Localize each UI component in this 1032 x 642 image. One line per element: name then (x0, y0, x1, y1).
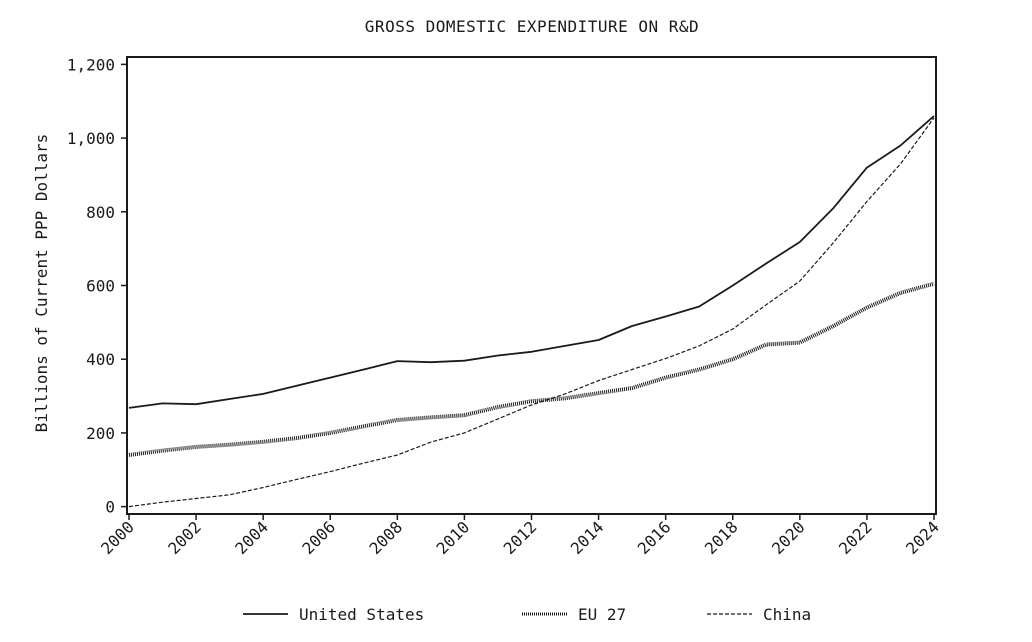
legend-label: EU 27 (578, 605, 626, 624)
y-axis-label: Billions of Current PPP Dollars (32, 134, 51, 433)
legend: United States EU 27 China (243, 605, 811, 624)
y-tick-label: 0 (105, 498, 115, 517)
x-tick-label: 2022 (835, 517, 876, 558)
x-tick-label: 2024 (902, 517, 943, 558)
x-tick-label: 2014 (567, 517, 608, 558)
y-tick-label: 800 (86, 203, 115, 222)
x-tick-label: 2016 (634, 517, 675, 558)
chart-title: GROSS DOMESTIC EXPENDITURE ON R&D (365, 17, 699, 36)
y-axis: 0 200 400 600 800 1,000 1,200 (67, 55, 127, 517)
x-tick-label: 2002 (164, 517, 205, 558)
legend-label: China (763, 605, 811, 624)
y-tick-label: 1,200 (67, 55, 115, 74)
legend-item: China (707, 605, 811, 624)
legend-item: United States (243, 605, 424, 624)
series-lines (128, 115, 935, 508)
legend-label: United States (299, 605, 424, 624)
x-tick-label: 2018 (701, 517, 742, 558)
y-tick-label: 1,000 (67, 129, 115, 148)
x-tick-label: 2012 (500, 517, 541, 558)
x-tick-label: 2010 (433, 517, 474, 558)
series-line-united-states (128, 115, 935, 409)
series-line-china (128, 117, 935, 508)
legend-item: EU 27 (522, 605, 626, 624)
x-tick-label: 2006 (298, 517, 339, 558)
x-tick-label: 2008 (365, 517, 406, 558)
series-line-eu-27 (128, 281, 935, 457)
x-tick-label: 2000 (97, 517, 138, 558)
x-axis: 2000 2002 2004 2006 2008 2010 2012 2014 2016 2018… (97, 514, 943, 558)
y-tick-label: 400 (86, 350, 115, 369)
plot-area (126, 56, 937, 515)
y-tick-label: 200 (86, 424, 115, 443)
x-tick-label: 2004 (231, 517, 272, 558)
y-tick-label: 600 (86, 277, 115, 296)
x-tick-label: 2020 (768, 517, 809, 558)
